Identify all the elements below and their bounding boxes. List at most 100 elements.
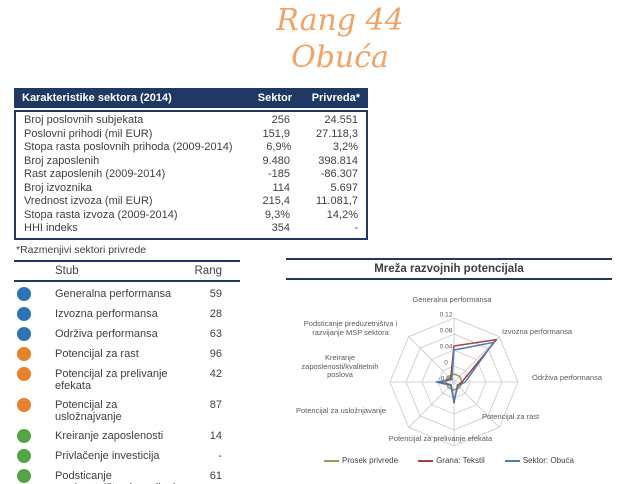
pillar-rank: 87 [209,399,222,411]
pillar-dot-icon [17,347,31,361]
pillar-label: Kreiranje zaposlenosti [55,430,164,442]
table-cell-sektor: 354 [271,222,290,234]
pillar-dot-icon [17,367,31,381]
pillar-rank: - [218,450,222,462]
pillar-rank: 63 [209,328,222,340]
radar-legend: Prosek privrede Grana: Tekstil Sektor: Obu… [286,456,612,465]
radar-axis-prelivanje: Potencijal za prelivanje efekata [388,434,493,443]
pillar-rank: 14 [209,430,222,442]
table-cell-label: Broj izvoznika [24,181,92,194]
table-cell-privreda: 11.081,7 [315,195,358,207]
page-title: Rang 44 Obuća [180,2,500,76]
pillar-label: Izvozna performansa [55,308,158,320]
legend-label: Grana: Tekstil [436,456,485,465]
pillar-rank: 61 [209,470,222,482]
table-cell-sektor: 151,9 [262,127,290,140]
table-row: Poslovni prihodi (mil EUR) 151,9 27.118,3 [16,128,366,142]
table-row: HHI indeks 354 - [16,222,366,236]
pillars-header-rang: Rang [194,265,223,277]
list-item: Kreiranje zaposlenosti 14 [14,429,240,443]
table-header-privreda: Privreda* [311,92,360,104]
table-row: Stopa rasta poslovnih prihoda (2009-2014… [16,141,366,155]
pillar-dot-icon [17,327,31,341]
table-row: Broj zaposlenih 9.480 398.814 [16,155,366,169]
radar-axis-usloznjavanje: Potencijal za usložnjavanje [295,406,387,415]
table-header-label: Karakteristike sektora (2014) [22,92,172,104]
table-cell-privreda: 24.551 [324,114,358,126]
table-cell-sektor: 9.480 [262,154,290,167]
radar-axis-podsticanje: Podsticanje preduzetništva i razvijanje … [303,319,398,337]
list-item: Izvozna performansa 28 [14,307,240,321]
table-row: Stopa rasta izvoza (2009-2014) 9,3% 14,2% [16,209,366,223]
pillars-panel: Stub Rang Generalna performansa 59 Izvozna… [14,260,240,484]
pillars-header-stub: Stub [55,265,79,277]
legend-line-icon [418,459,434,462]
radar-axis-generalna: Generalna performansa [412,295,492,304]
list-item: Održiva performansa 63 [14,327,240,341]
legend-label: Sektor: Obuća [522,456,574,465]
radar-tick-label: 0.08 [440,328,453,335]
radar-chart: 0.12 0.08 0.04 0 -0.04 Generalna performansa… [286,282,612,458]
table-header-row: Karakteristike sektora (2014) Sektor Pri… [14,88,368,108]
legend-item: Prosek privrede [324,456,398,465]
table-cell-sektor: 6,9% [266,141,292,153]
list-item: Privlačenje investicija - [14,449,240,463]
pillar-label: Potencijal za usložnajvanje [55,399,122,423]
pillar-label: Održiva performansa [55,328,158,340]
table-row: Broj izvoznika 114 5.697 [16,182,366,196]
radar-spoke [408,336,455,383]
page-title-rank: Rang 44 [276,3,404,38]
table-row: Vrednost izvoza (mil EUR) 215,4 11.081,7 [16,195,366,209]
pillar-rank: 59 [209,288,222,300]
pillars-header-row: Stub Rang [14,260,240,282]
table-cell-sektor: -185 [267,168,290,180]
legend-line-icon [504,459,520,462]
radar-series-prosek-privrede [445,373,463,391]
table-cell-sektor: 114 [272,181,290,194]
radar-spoke [453,381,500,428]
table-cell-sektor: 9,3% [264,208,290,221]
table-cell-privreda: 27.118,3 [315,127,358,140]
table-header-sektor: Sektor [257,92,292,104]
table-cell-privreda: - [354,222,358,234]
radar-series-sektor-obu-a [435,341,495,402]
radar-axis-rast: Potencijal za rast [482,412,540,421]
radar-tick-label: 0 [444,360,448,367]
table-cell-label: Rast zaposlenih (2009-2014) [24,168,166,180]
radar-tick-label: -0.04 [439,376,454,383]
radar-axis-odrziva: Održiva performansa [532,373,603,382]
pillar-dot-icon [17,469,31,483]
radar-axis-izvozna: Izvozna performansa [502,327,573,336]
table-cell-label: Poslovni prihodi (mil EUR) [24,127,153,140]
list-item: Potencijal za rast 96 [14,347,240,361]
table-cell-sektor: 256 [271,114,290,126]
table-cell-label: Vrednost izvoza (mil EUR) [24,195,153,207]
radar-chart-title: Mreža razvojnih potencijala [286,258,612,280]
pillar-label: Potencijal za prelivanje efekata [55,368,168,392]
radar-chart-svg: 0.12 0.08 0.04 0 -0.04 [389,312,519,447]
pillar-label: Privlačenje investicija [55,450,160,462]
pillar-label: Podsticanje preduzetništva i razvijanje … [55,470,182,484]
radar-spoke [408,381,455,428]
table-cell-sektor: 215,4 [262,195,290,207]
pillar-rank: 96 [209,348,222,360]
table-footnote: *Razmenjivi sektori privrede [16,243,147,256]
table-cell-label: Broj zaposlenih [24,154,100,167]
pillar-dot-icon [17,449,31,463]
table-cell-privreda: 5.697 [330,181,358,194]
table-row: Rast zaposlenih (2009-2014) -185 -86.307 [16,168,366,182]
list-item: Generalna performansa 59 [14,287,240,301]
table-cell-privreda: 398.814 [318,154,358,167]
radar-panel: Mreža razvojnih potencijala 0.12 0.08 0.04… [286,258,612,484]
pillar-rank: 42 [209,368,222,380]
legend-item: Sektor: Obuća [504,456,574,465]
table-cell-privreda: -86.307 [320,168,358,180]
legend-label: Prosek privrede [342,456,399,465]
pillar-label: Potencijal za rast [55,348,139,360]
table-cell-label: Broj poslovnih subjekata [24,114,144,126]
sector-characteristics-table: Karakteristike sektora (2014) Sektor Pri… [14,88,368,256]
list-item: Podsticanje preduzetništva i razvijanje … [14,469,240,484]
legend-item: Grana: Tekstil [418,456,485,465]
radar-axis-kreiranje: Kreiranje zaposlenosti/kvalitetnih poslo… [301,353,379,379]
